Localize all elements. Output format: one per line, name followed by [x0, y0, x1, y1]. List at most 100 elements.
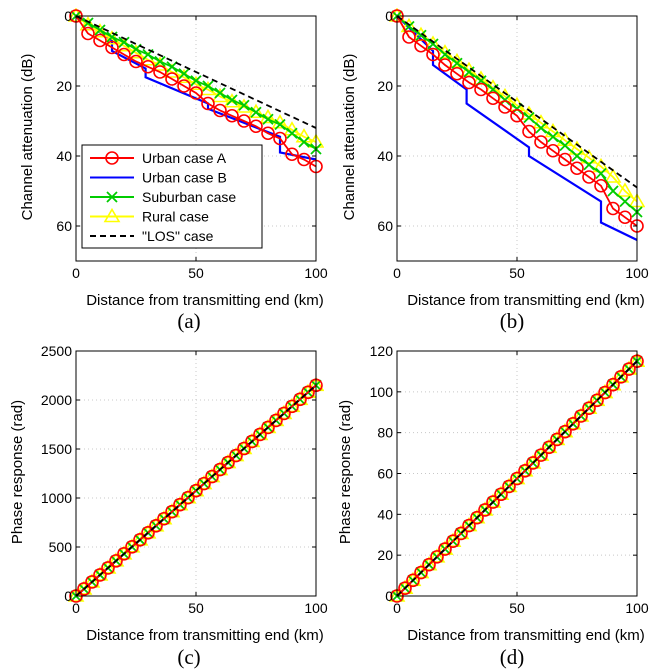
y-axis-label-c: Phase response (rad) [9, 400, 26, 544]
marker-rural-case-c [267, 411, 285, 427]
marker-urban-case-a-d [622, 362, 636, 376]
marker-urban-case-a-d [414, 565, 428, 580]
marker-suburban-case-b [535, 122, 547, 134]
marker-urban-case-a-c [165, 504, 179, 519]
marker-urban-case-a-c [293, 392, 307, 407]
marker-suburban-case-b [595, 167, 607, 180]
marker-rural-case-d [572, 407, 590, 422]
marker-rural-case-d [476, 501, 494, 516]
legend-entry-label: Suburban case [142, 189, 236, 205]
marker-urban-case-a-b [582, 170, 596, 184]
y-tick-label: 0 [64, 8, 72, 24]
marker-urban-case-a-c [109, 554, 123, 568]
marker-urban-case-a-a [273, 131, 287, 146]
y-tick-label: 1000 [41, 490, 72, 506]
marker-rural-case-b [616, 182, 634, 197]
x-tick-label: 50 [509, 600, 525, 616]
marker-urban-case-a-d [582, 401, 596, 415]
marker-suburban-case-a [154, 55, 166, 68]
marker-urban-case-a-d [430, 550, 444, 564]
marker-rural-case-d [468, 509, 486, 524]
marker-suburban-case-b [451, 57, 463, 69]
marker-suburban-case-a [202, 80, 214, 92]
marker-suburban-case-b [559, 139, 571, 152]
marker-urban-case-a-c [101, 561, 115, 575]
marker-urban-case-a-c [117, 547, 131, 561]
marker-suburban-case-b [583, 159, 595, 171]
marker-urban-case-a-d [470, 510, 484, 525]
marker-rural-case-c [211, 460, 229, 476]
marker-urban-case-a-d [454, 526, 468, 541]
marker-rural-case-d [460, 516, 478, 532]
marker-urban-case-a-d [510, 471, 524, 486]
y-tick-label: 20 [56, 78, 72, 94]
x-tick-label: 0 [72, 600, 80, 616]
y-tick-label: 40 [56, 148, 72, 164]
y-tick-label: 80 [377, 425, 393, 441]
marker-rural-case-c [251, 425, 269, 441]
marker-urban-case-a-b [438, 58, 452, 72]
marker-rural-case-d [492, 485, 510, 501]
series-group-c [68, 376, 324, 603]
marker-urban-case-a-d [614, 370, 628, 384]
marker-urban-case-a-d [462, 518, 476, 533]
marker-urban-case-a-c [93, 568, 107, 582]
marker-rural-case-c [91, 566, 109, 581]
marker-suburban-case-b [427, 38, 439, 50]
marker-rural-case-c [259, 418, 277, 434]
marker-urban-case-a-d [438, 542, 452, 556]
series-group-d [389, 352, 645, 603]
marker-urban-case-a-a [81, 26, 95, 41]
series-group-b [389, 8, 645, 241]
marker-rural-case-c [155, 510, 173, 525]
marker-suburban-case-b [619, 195, 631, 208]
marker-urban-case-a-c [77, 582, 91, 596]
marker-urban-case-a-a [225, 108, 239, 123]
marker-urban-case-a-c [173, 497, 187, 512]
marker-urban-case-a-a [105, 40, 119, 55]
y-tick-label: 1500 [41, 441, 72, 457]
marker-rural-case-c [187, 482, 205, 497]
marker-urban-case-a-b [606, 201, 620, 216]
legend-swatch-marker [106, 191, 118, 203]
marker-urban-case-a-d [494, 487, 508, 502]
marker-urban-case-a-d [398, 581, 412, 595]
marker-urban-case-a-c [285, 399, 299, 414]
marker-rural-case-c [227, 446, 245, 462]
marker-suburban-case-a [298, 136, 310, 148]
marker-rural-case-d [540, 438, 558, 454]
legend-entry-label: Urban case B [142, 170, 227, 186]
marker-rural-case-c [123, 538, 141, 553]
marker-suburban-case-a [82, 17, 94, 29]
marker-rural-case-c [195, 475, 213, 490]
x-tick-label: 0 [72, 265, 80, 281]
marker-rural-case-c [291, 390, 309, 406]
marker-urban-case-a-b [486, 91, 500, 106]
marker-suburban-case-a [214, 87, 226, 99]
marker-rural-case-d [500, 477, 518, 493]
marker-urban-case-a-c [301, 385, 315, 400]
marker-urban-case-a-c [277, 406, 291, 421]
marker-urban-case-a-b [414, 38, 428, 53]
marker-suburban-case-b [607, 185, 619, 197]
marker-urban-case-a-c [213, 462, 227, 477]
caption-c: (c) [177, 645, 200, 669]
marker-rural-case-c [115, 545, 133, 560]
caption-d: (d) [500, 645, 525, 669]
caption-a: (a) [177, 309, 200, 333]
marker-rural-case-d [524, 454, 542, 469]
y-tick-label: 2500 [41, 343, 72, 359]
marker-suburban-case-a [286, 127, 298, 139]
marker-urban-case-a-d [502, 479, 516, 494]
y-tick-label: 100 [370, 384, 394, 400]
x-axis-label-a: Distance from transmitting end (km) [86, 292, 324, 309]
series-line-urban-case-b-b [396, 15, 638, 241]
y-tick-label: 0 [385, 588, 393, 604]
marker-urban-case-a-a [237, 114, 251, 128]
marker-urban-case-a-b [570, 161, 584, 176]
marker-urban-case-a-d [478, 503, 492, 517]
x-tick-label: 100 [625, 265, 649, 281]
marker-urban-case-a-a [177, 79, 191, 93]
